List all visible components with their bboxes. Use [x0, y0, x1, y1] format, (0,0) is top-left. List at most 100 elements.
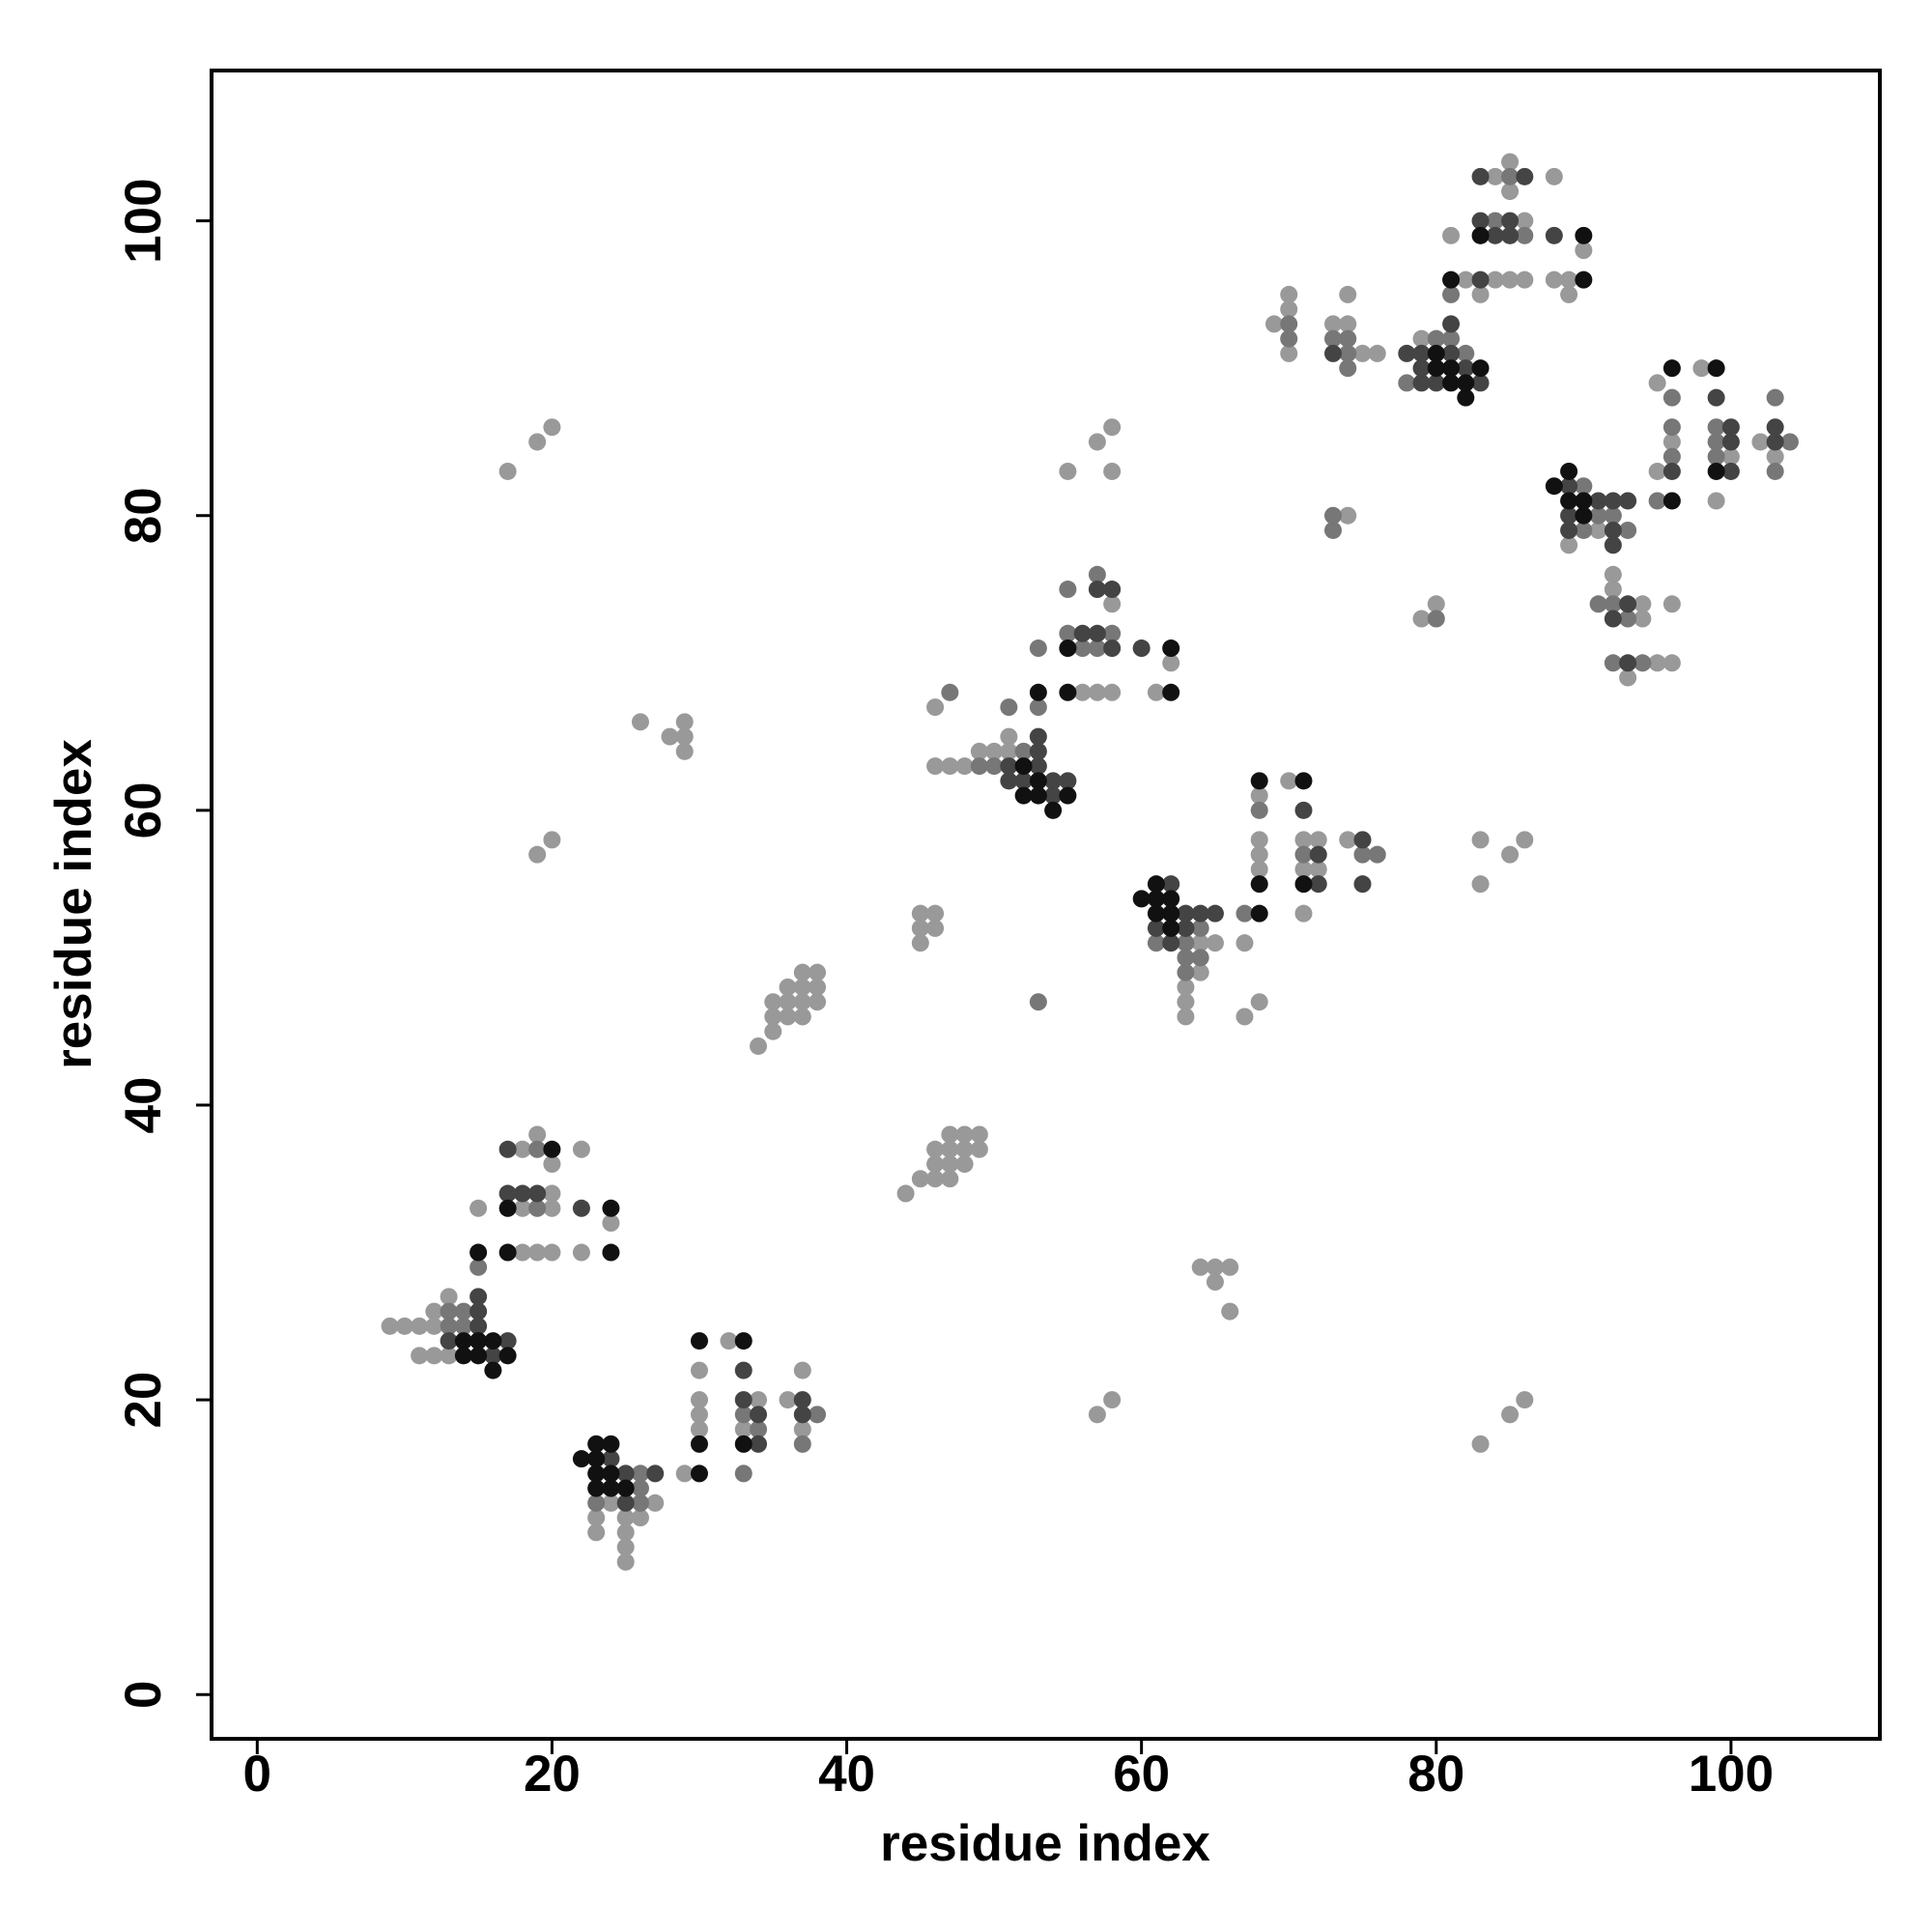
contact-point [646, 1493, 665, 1512]
contact-point [1766, 433, 1784, 451]
contact-point [528, 1184, 547, 1203]
contact-point [631, 713, 649, 731]
contact-point [1501, 183, 1520, 201]
contact-point [1457, 359, 1475, 378]
contact-point [1575, 521, 1593, 539]
y-axis-title: residue index [45, 739, 102, 1069]
contact-point [1707, 447, 1725, 466]
contact-point [469, 1199, 488, 1217]
contact-point [809, 993, 827, 1011]
contact-point [926, 1170, 945, 1188]
contact-point [1294, 801, 1313, 819]
contact-point [454, 1347, 472, 1365]
contact-point [1294, 904, 1313, 923]
contact-point [454, 1332, 472, 1350]
contact-point [1501, 226, 1520, 244]
contact-point [1501, 212, 1520, 230]
contact-point [1471, 270, 1490, 289]
contact-point [1000, 757, 1018, 776]
contact-point [543, 1140, 561, 1158]
contact-point [1059, 624, 1077, 642]
contact-point [1545, 167, 1563, 185]
contact-point [1280, 344, 1298, 362]
contact-point [616, 1523, 635, 1542]
contact-point [1486, 212, 1504, 230]
contact-point [587, 1523, 606, 1542]
contact-point [1103, 639, 1122, 658]
contact-point [631, 1479, 649, 1497]
contact-point [690, 1435, 708, 1453]
contact-point [1250, 904, 1268, 923]
contact-point [793, 963, 811, 981]
contact-point [454, 1317, 472, 1335]
contact-point [1339, 359, 1357, 378]
contact-point [454, 1302, 472, 1321]
contact-point [750, 1037, 768, 1055]
contact-point [1162, 934, 1180, 952]
contact-point [690, 1406, 708, 1424]
contact-point [1766, 388, 1784, 407]
contact-point [1191, 963, 1209, 981]
contact-point [911, 904, 929, 923]
contact-point [1014, 757, 1033, 776]
contact-point [1073, 683, 1092, 701]
contact-point [1044, 801, 1063, 819]
contact-point [1339, 506, 1357, 525]
contact-point [1162, 654, 1180, 672]
contact-point [602, 1450, 620, 1468]
contact-point [1044, 786, 1063, 805]
contact-point [1427, 329, 1445, 348]
contact-point [1339, 831, 1357, 849]
contact-point [1294, 860, 1313, 878]
contact-point [1560, 521, 1578, 539]
contact-point [1103, 1391, 1122, 1409]
contact-point [1619, 610, 1637, 628]
contact-point [793, 978, 811, 996]
contact-point [1442, 374, 1461, 392]
contact-point [1236, 1008, 1254, 1026]
contact-point [1471, 285, 1490, 303]
y-tick-label: 100 [115, 178, 172, 263]
contact-point [970, 742, 988, 760]
contact-point [1353, 875, 1372, 894]
contact-point [1309, 831, 1327, 849]
contact-point [1471, 1435, 1490, 1453]
contact-point [793, 1391, 811, 1409]
contact-point [1073, 624, 1092, 642]
contact-point [1412, 344, 1431, 362]
contact-point [1132, 890, 1151, 908]
contact-point [1604, 610, 1622, 628]
contact-point [602, 1464, 620, 1483]
contact-point [1721, 433, 1740, 451]
contact-point [1280, 329, 1298, 348]
contact-point [1471, 359, 1490, 378]
contact-point [1014, 786, 1033, 805]
contact-point [1280, 315, 1298, 333]
contact-point [1751, 433, 1770, 451]
contact-point [469, 1243, 488, 1262]
contact-point [440, 1288, 458, 1306]
plot-frame [210, 69, 1882, 1741]
contact-point [1177, 949, 1195, 967]
contact-point [1250, 993, 1268, 1011]
contact-point [1236, 904, 1254, 923]
contact-point [440, 1332, 458, 1350]
contact-point [1501, 153, 1520, 171]
contact-point [616, 1464, 635, 1483]
contact-point [1662, 654, 1681, 672]
contact-point [1323, 506, 1342, 525]
contact-point [572, 1243, 590, 1262]
contact-point [764, 1008, 782, 1026]
contact-point [513, 1243, 531, 1262]
contact-point [1442, 226, 1461, 244]
contact-point [1250, 860, 1268, 878]
contact-point [911, 1170, 929, 1188]
contact-point [1707, 359, 1725, 378]
contact-point [1501, 845, 1520, 864]
contact-point [896, 1184, 915, 1203]
contact-point [1368, 344, 1386, 362]
contact-point [1250, 831, 1268, 849]
contact-point [1766, 447, 1784, 466]
contact-point [1560, 285, 1578, 303]
contact-point [1516, 212, 1534, 230]
